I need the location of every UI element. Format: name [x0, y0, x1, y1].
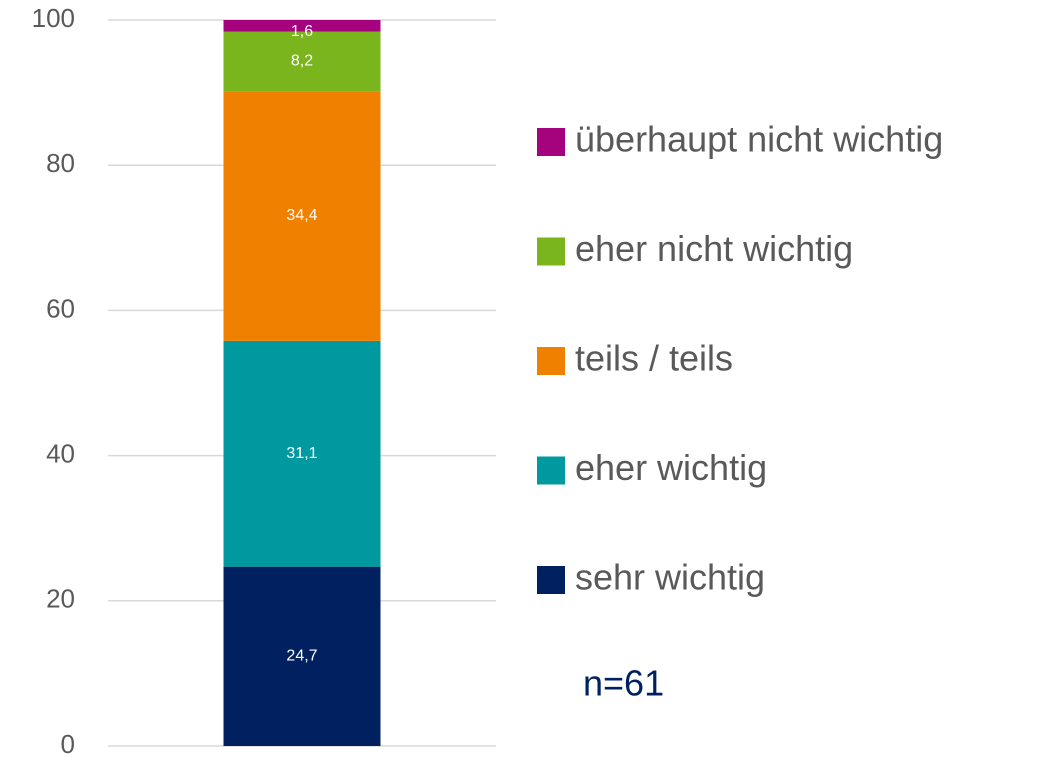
value-label: 8,2 — [291, 53, 313, 70]
bar-segment — [223, 20, 381, 32]
value-label: 1,6 — [291, 23, 313, 40]
legend-swatch — [537, 456, 565, 485]
y-tick-label: 20 — [46, 584, 75, 614]
legend-swatch — [537, 237, 565, 266]
y-tick-label: 0 — [61, 729, 75, 758]
legend-label: teils / teils — [575, 338, 733, 379]
value-label: 34,4 — [286, 207, 317, 224]
y-tick-label: 40 — [46, 438, 75, 468]
legend-swatch — [537, 347, 565, 375]
bar-segment — [223, 566, 381, 746]
value-label: 24,7 — [286, 648, 317, 665]
annotation: n=61 — [583, 663, 664, 704]
legend-label: sehr wichtig — [575, 557, 765, 598]
value-label: 31,1 — [286, 445, 317, 462]
y-tick-label: 80 — [46, 148, 75, 178]
legend-swatch — [537, 128, 565, 156]
legend-swatch — [537, 566, 565, 594]
legend-label: eher nicht wichtig — [575, 228, 853, 269]
bar-segment — [223, 91, 381, 341]
bar-segment — [223, 31, 381, 92]
y-tick-label: 60 — [46, 293, 75, 323]
legend-label: überhaupt nicht wichtig — [575, 119, 943, 160]
bar-segment — [223, 340, 381, 567]
y-tick-label: 100 — [32, 3, 75, 33]
legend-label: eher wichtig — [575, 447, 767, 488]
